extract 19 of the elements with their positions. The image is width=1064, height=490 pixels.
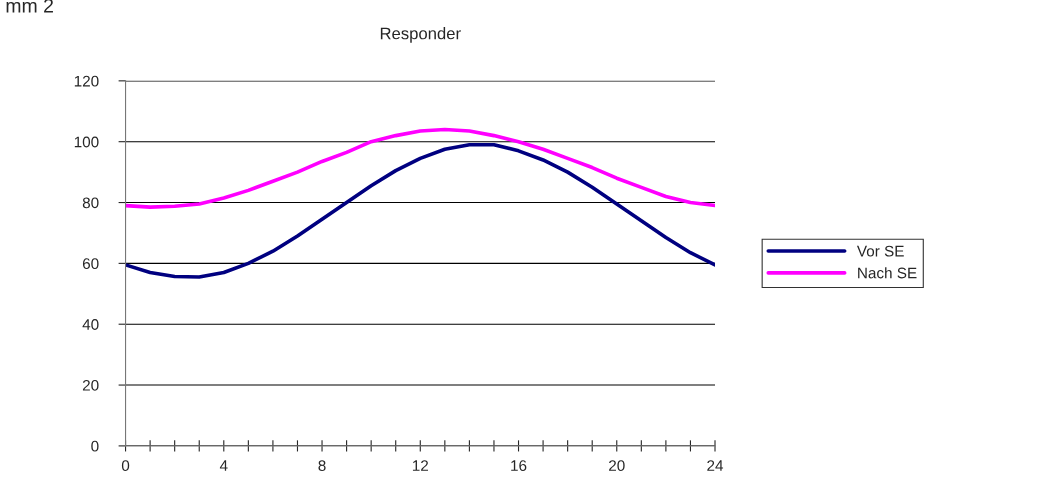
y-tick-label: 20 [82, 379, 99, 391]
x-tick-label: 0 [121, 460, 130, 472]
y-tick-label: 120 [74, 75, 99, 87]
x-tick-label: 20 [609, 460, 625, 472]
chart-title: Responder [380, 27, 461, 43]
line-series [125, 142, 716, 279]
x-tick-label: 12 [412, 460, 429, 471]
y-tick-label: 0 [91, 440, 99, 452]
x-tick-label: 8 [318, 460, 326, 472]
y-tick-label: 40 [82, 319, 99, 330]
legend-label: Vor SE [856, 245, 904, 257]
y-tick-label: 100 [74, 136, 99, 148]
x-tick-label: 4 [219, 460, 228, 471]
y-tick-label: 60 [82, 258, 99, 270]
x-tick-label: 24 [707, 460, 724, 471]
y-tick-label: 80 [82, 197, 99, 209]
x-tick-label: 16 [511, 460, 527, 472]
line-series [125, 127, 716, 209]
legend-label: Nach SE [858, 267, 917, 279]
